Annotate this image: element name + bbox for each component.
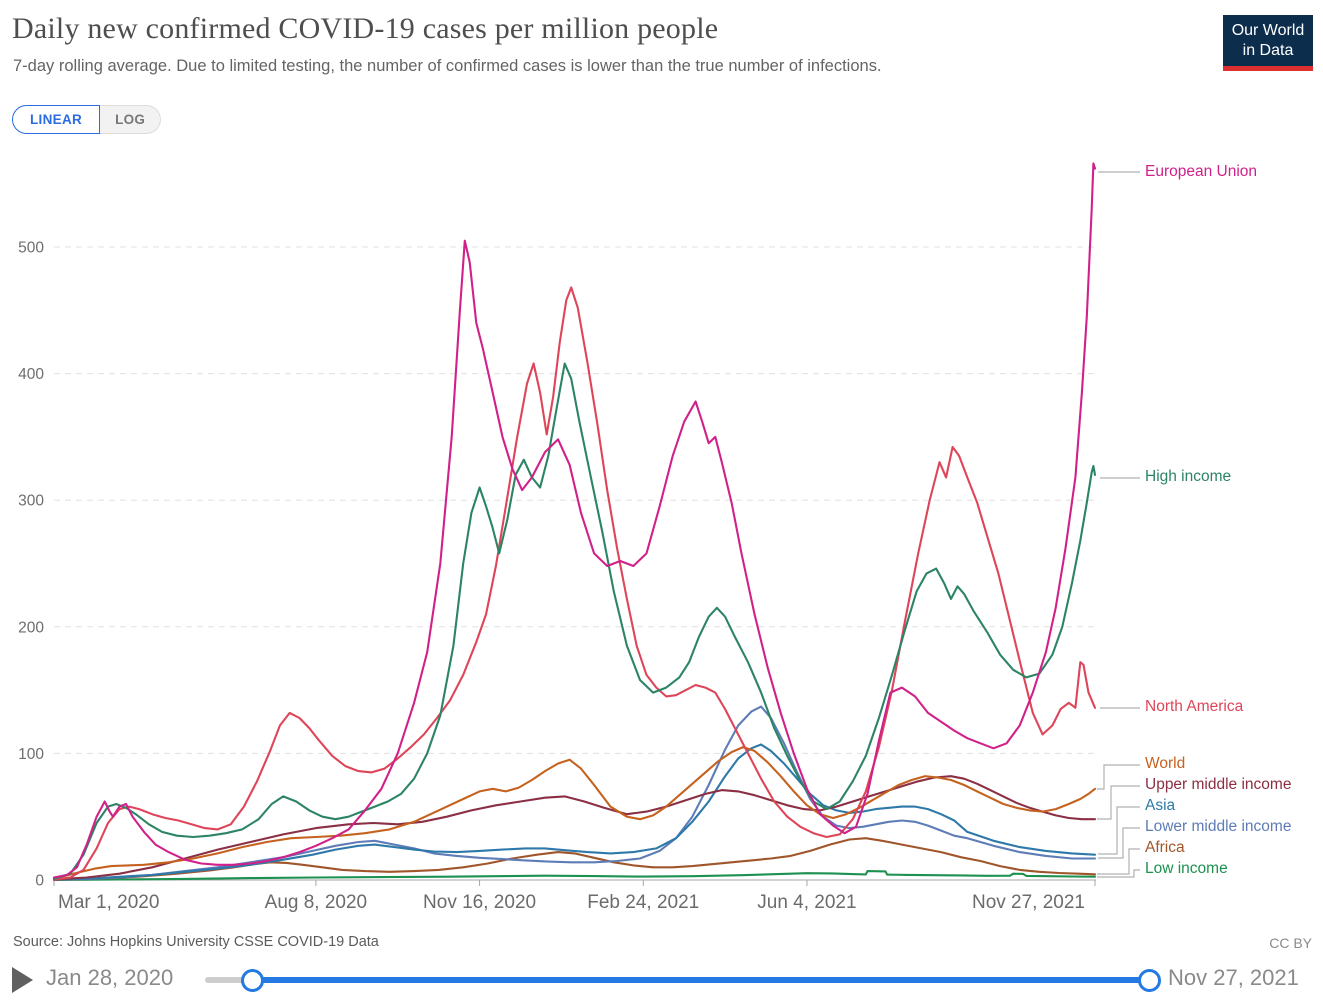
timeline-active-range bbox=[250, 977, 1147, 983]
owid-logo-line2: in Data bbox=[1242, 42, 1294, 59]
series-line-upper-middle-income bbox=[52, 775, 1097, 881]
cc-by-link[interactable]: CC BY bbox=[1269, 935, 1312, 951]
x-axis-label: Feb 24, 2021 bbox=[587, 892, 699, 913]
x-axis-label: Nov 27, 2021 bbox=[972, 892, 1085, 913]
legend-connector-upper-middle-income bbox=[1097, 785, 1140, 820]
legend-label-africa[interactable]: Africa bbox=[1145, 839, 1185, 856]
y-axis-label-300: 300 bbox=[18, 493, 44, 510]
y-axis-label-200: 200 bbox=[18, 619, 44, 636]
owid-logo-redbar bbox=[1223, 66, 1313, 71]
legend-label-low-income[interactable]: Low income bbox=[1145, 860, 1228, 877]
covid-line-chart: 0 100 200 300 400 500 Mar 1, 2020 Aug 8, 2020 No… bbox=[18, 162, 1140, 913]
y-axis-label-0: 0 bbox=[35, 873, 44, 890]
legend-connector-low-income bbox=[1097, 869, 1140, 878]
series-line-north-america bbox=[52, 286, 1097, 881]
series-line-low-income bbox=[52, 870, 1097, 881]
legend-connector-asia bbox=[1098, 806, 1140, 855]
log-button[interactable]: LOG bbox=[100, 105, 162, 134]
y-axis-label-100: 100 bbox=[18, 746, 44, 763]
x-axis-label: Mar 1, 2020 bbox=[58, 892, 159, 913]
legend-label-european-union[interactable]: European Union bbox=[1145, 163, 1258, 180]
page-title: Daily new confirmed COVID-19 cases per m… bbox=[12, 12, 719, 45]
legend-label-north-america[interactable]: North America bbox=[1145, 698, 1244, 715]
y-axis-label-400: 400 bbox=[18, 366, 44, 383]
series-line-high-income bbox=[52, 362, 1097, 880]
x-axis-label: Nov 16, 2020 bbox=[423, 892, 536, 913]
owid-logo[interactable]: Our World in Data bbox=[1223, 15, 1313, 71]
legend-label-world[interactable]: World bbox=[1145, 755, 1186, 772]
legend-connector-world bbox=[1097, 764, 1140, 790]
series-line-asia bbox=[52, 743, 1097, 881]
timeline-end-handle[interactable] bbox=[1138, 969, 1161, 992]
series-line-european-union bbox=[52, 162, 1097, 879]
series-line-africa bbox=[52, 837, 1097, 881]
timeline-start-date: Jan 28, 2020 bbox=[46, 965, 174, 990]
scale-toggle: LINEAR LOG bbox=[12, 105, 162, 134]
timeline-slider-track[interactable] bbox=[205, 969, 1161, 992]
legend-label-lower-middle-income[interactable]: Lower middle income bbox=[1145, 818, 1292, 835]
legend-label-upper-middle-income[interactable]: Upper middle income bbox=[1145, 776, 1292, 793]
linear-button[interactable]: LINEAR bbox=[12, 105, 101, 134]
source-line[interactable]: Source: Johns Hopkins University CSSE CO… bbox=[13, 934, 379, 950]
y-axis-label-500: 500 bbox=[18, 240, 44, 257]
legend-connector-lower-middle-income bbox=[1098, 827, 1140, 859]
series-line-world bbox=[52, 746, 1097, 880]
timeline-end-date: Nov 27, 2021 bbox=[1168, 965, 1299, 990]
owid-logo-line1: Our World bbox=[1231, 22, 1305, 39]
x-axis-label: Jun 4, 2021 bbox=[757, 892, 856, 913]
legend-label-asia[interactable]: Asia bbox=[1145, 797, 1176, 814]
timeline-start-handle[interactable] bbox=[241, 969, 264, 992]
chart-plot-area[interactable]: 0 100 200 300 400 500 Mar 1, 2020 Aug 8, 2020 No… bbox=[0, 0, 1323, 925]
legend-label-high-income[interactable]: High income bbox=[1145, 468, 1232, 485]
owid-logo-text: Our World in Data bbox=[1223, 15, 1313, 66]
page-subtitle: 7-day rolling average. Due to limited te… bbox=[13, 57, 882, 75]
play-icon[interactable] bbox=[12, 967, 33, 993]
series-line-lower-middle-income bbox=[52, 705, 1097, 881]
legend-connector-africa bbox=[1097, 848, 1140, 875]
x-axis-label: Aug 8, 2020 bbox=[265, 892, 367, 913]
